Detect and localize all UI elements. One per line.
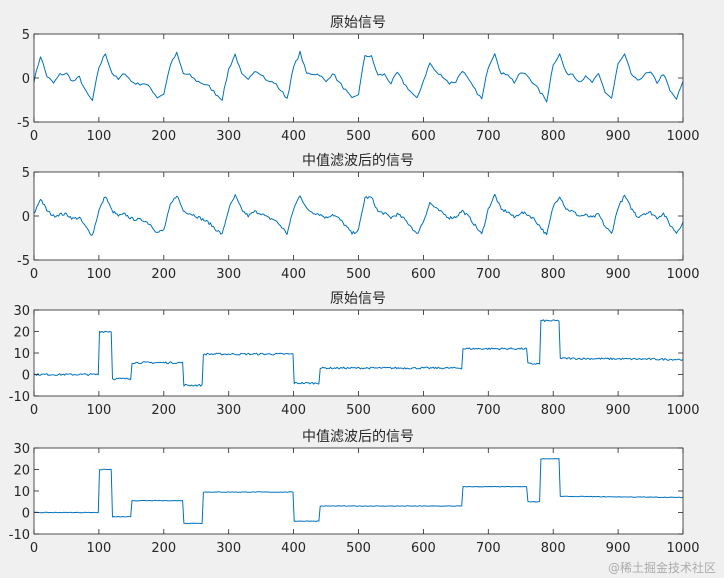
chart-title: 中值滤波后的信号 [302,429,414,445]
x-tick-label: 200 [151,541,176,556]
chart-title: 中值滤波后的信号 [302,153,414,169]
y-tick-label: 5 [22,166,30,181]
plot-area [34,172,683,260]
x-tick-label: 100 [86,267,111,282]
y-tick-label: -10 [9,390,30,405]
x-tick-label: 700 [476,403,501,418]
plot-area [34,448,683,534]
x-tick-label: 300 [216,541,241,556]
x-tick-label: 800 [541,129,566,144]
x-tick-label: 500 [346,129,371,144]
subplot-1-original-signal: 原始信号 0 100 200 300 400 500 600 700 800 900 1000-50… [17,15,700,144]
chart-title: 原始信号 [330,15,386,31]
y-tick-label: 0 [22,72,30,87]
x-tick-label: 0 [30,541,38,556]
watermark: @稀土掘金技术社区 [607,561,716,575]
subplot-2-filtered-signal: 中值滤波后的信号 0 100 200 300 400 500 600 700 800 900 100… [17,153,700,282]
x-tick-label: 400 [281,541,306,556]
x-tick-label: 700 [476,541,501,556]
y-tick-label: 0 [22,507,30,522]
series-line [33,50,684,103]
x-tick-label: 200 [151,267,176,282]
y-tick-label: 20 [13,326,30,341]
x-tick-label: 300 [216,267,241,282]
x-tick-label: 600 [411,267,436,282]
y-tick-label: -5 [17,116,30,131]
y-tick-label: 5 [22,28,30,43]
x-tick-label: 600 [411,541,436,556]
x-tick-label: 200 [151,403,176,418]
x-tick-label: 100 [86,129,111,144]
x-tick-label: 1000 [666,403,699,418]
x-tick-label: 0 [30,129,38,144]
plot-area [34,310,683,396]
x-tick-label: 900 [606,403,631,418]
x-tick-label: 600 [411,403,436,418]
x-tick-label: 800 [541,403,566,418]
x-tick-label: 400 [281,403,306,418]
x-tick-label: 1000 [666,129,699,144]
series-line [33,458,684,524]
x-tick-label: 700 [476,267,501,282]
y-tick-label: -5 [17,254,30,269]
series-line [33,193,684,236]
subplot-3-original-signal: 原始信号 0 100 200 300 400 500 600 700 800 900 1000-10… [9,291,700,418]
x-tick-label: 900 [606,267,631,282]
x-tick-label: 0 [30,403,38,418]
series-line [33,319,684,387]
x-tick-label: 300 [216,129,241,144]
x-tick-label: 1000 [666,541,699,556]
x-tick-label: 200 [151,129,176,144]
x-tick-label: 100 [86,403,111,418]
y-tick-label: 20 [13,464,30,479]
y-tick-label: 10 [13,485,30,500]
x-tick-label: 800 [541,541,566,556]
y-tick-label: 0 [22,369,30,384]
x-tick-label: 600 [411,129,436,144]
subplot-4-filtered-signal: 中值滤波后的信号 0 100 200 300 400 500 600 700 800 900 100… [9,429,700,556]
x-tick-label: 400 [281,129,306,144]
x-tick-label: 900 [606,129,631,144]
x-tick-label: 500 [346,541,371,556]
x-tick-label: 500 [346,403,371,418]
x-tick-label: 500 [346,267,371,282]
x-tick-label: 1000 [666,267,699,282]
y-tick-label: 30 [13,442,30,457]
y-tick-label: -10 [9,528,30,543]
y-tick-label: 0 [22,210,30,225]
x-tick-label: 300 [216,403,241,418]
chart-title: 原始信号 [330,291,386,307]
x-tick-label: 800 [541,267,566,282]
plot-area [34,34,683,122]
y-tick-label: 30 [13,304,30,319]
x-tick-label: 700 [476,129,501,144]
x-tick-label: 100 [86,541,111,556]
x-tick-label: 900 [606,541,631,556]
x-tick-label: 0 [30,267,38,282]
x-tick-label: 400 [281,267,306,282]
y-tick-label: 10 [13,347,30,362]
